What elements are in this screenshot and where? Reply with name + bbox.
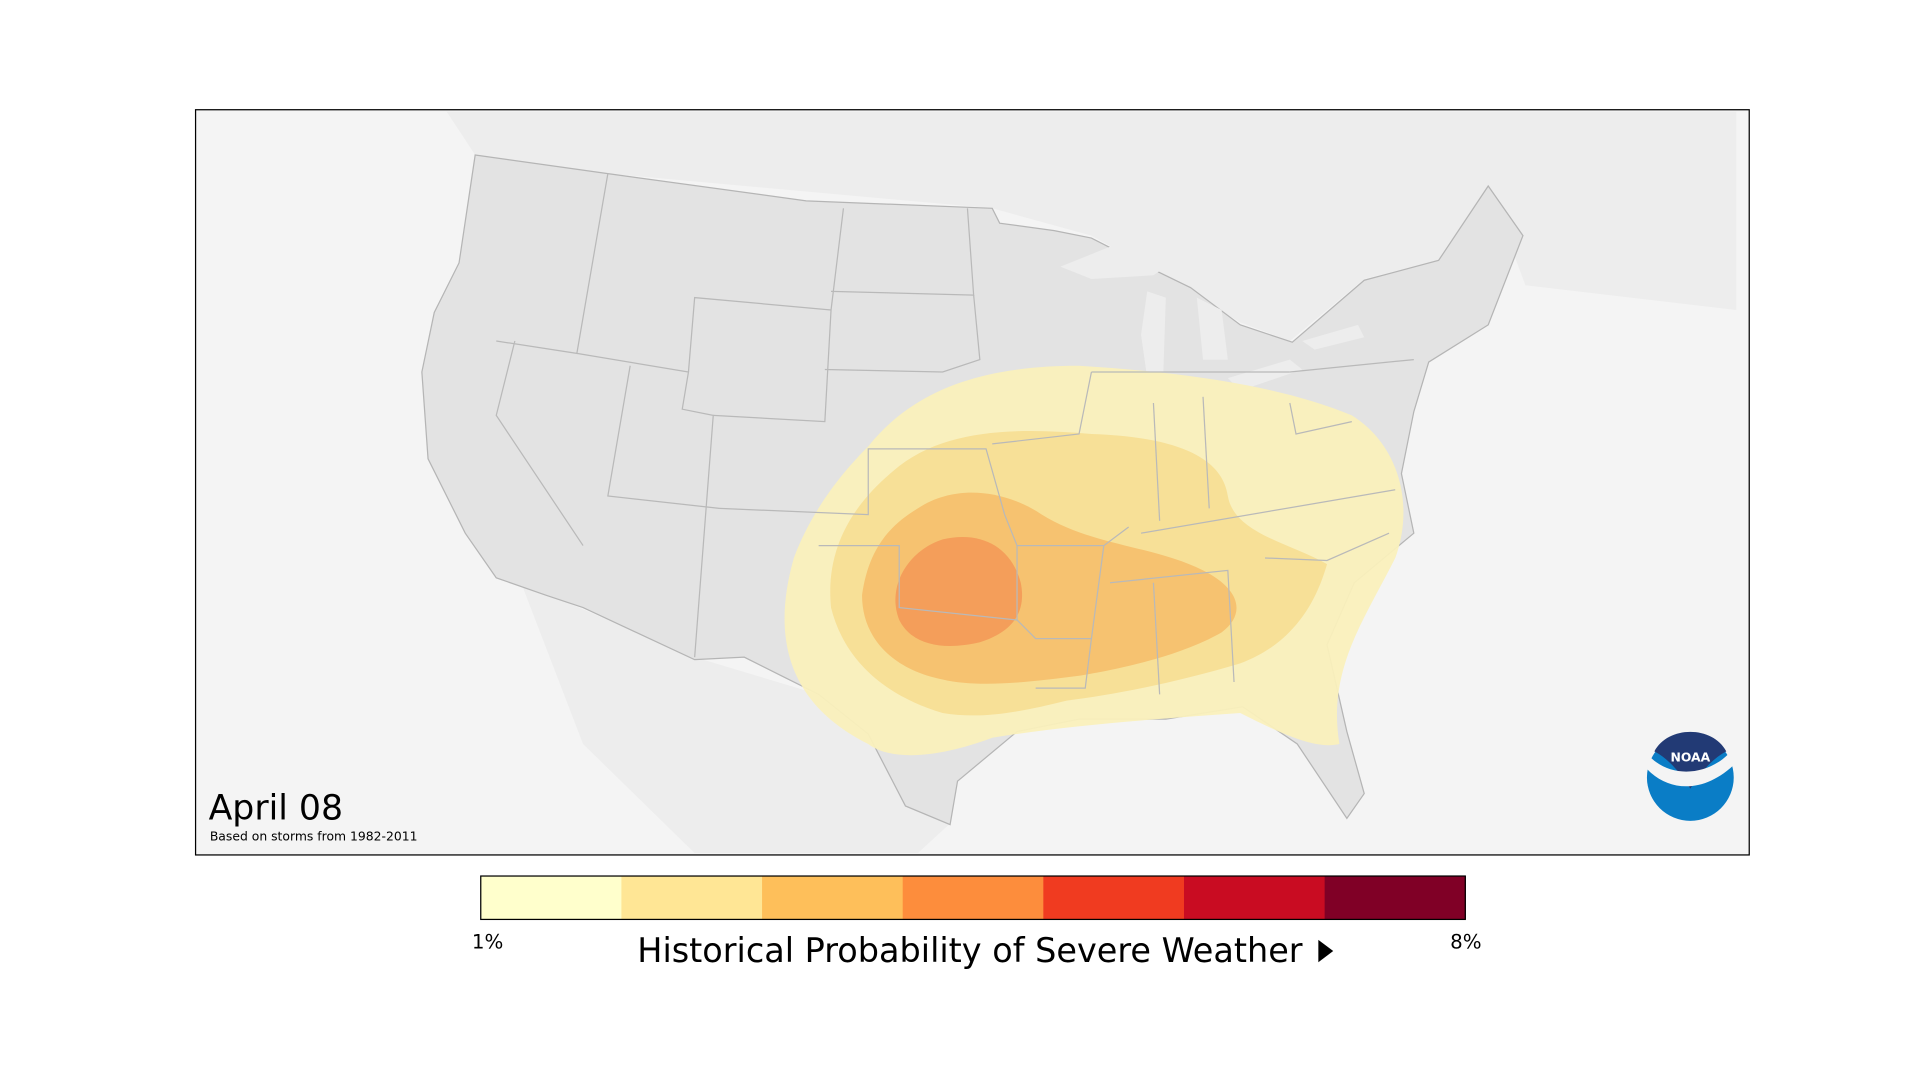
- great-lakes: [1060, 241, 1365, 391]
- legend-swatch: [480, 876, 623, 920]
- legend-swatch: [1043, 876, 1185, 920]
- date-label: April 08: [209, 789, 344, 829]
- legend-title: Historical Probability of Severe Weather: [637, 931, 1303, 970]
- legend-swatch: [1183, 876, 1326, 920]
- noaa-logo: NOAA: [1644, 731, 1737, 821]
- legend-swatch: [902, 876, 1044, 920]
- legend-colorbar: [480, 876, 1466, 920]
- canada-land: [446, 111, 1737, 341]
- probability-zones: [784, 365, 1404, 756]
- legend-frame: [480, 875, 1466, 921]
- legend-swatch: [1324, 876, 1466, 920]
- legend-swatch: [621, 876, 763, 920]
- svg-text:NOAA: NOAA: [1670, 749, 1710, 764]
- legend-min-label: 1%: [472, 931, 503, 954]
- subtitle: Based on storms from 1982-2011: [210, 829, 418, 844]
- legend-swatch: [762, 876, 904, 920]
- triangle-right-icon: [1318, 939, 1334, 963]
- legend-max-label: 8%: [1450, 931, 1481, 954]
- probability-zone-4: [895, 536, 1023, 647]
- state-borders: [495, 173, 1414, 695]
- mexico-land: [521, 582, 949, 854]
